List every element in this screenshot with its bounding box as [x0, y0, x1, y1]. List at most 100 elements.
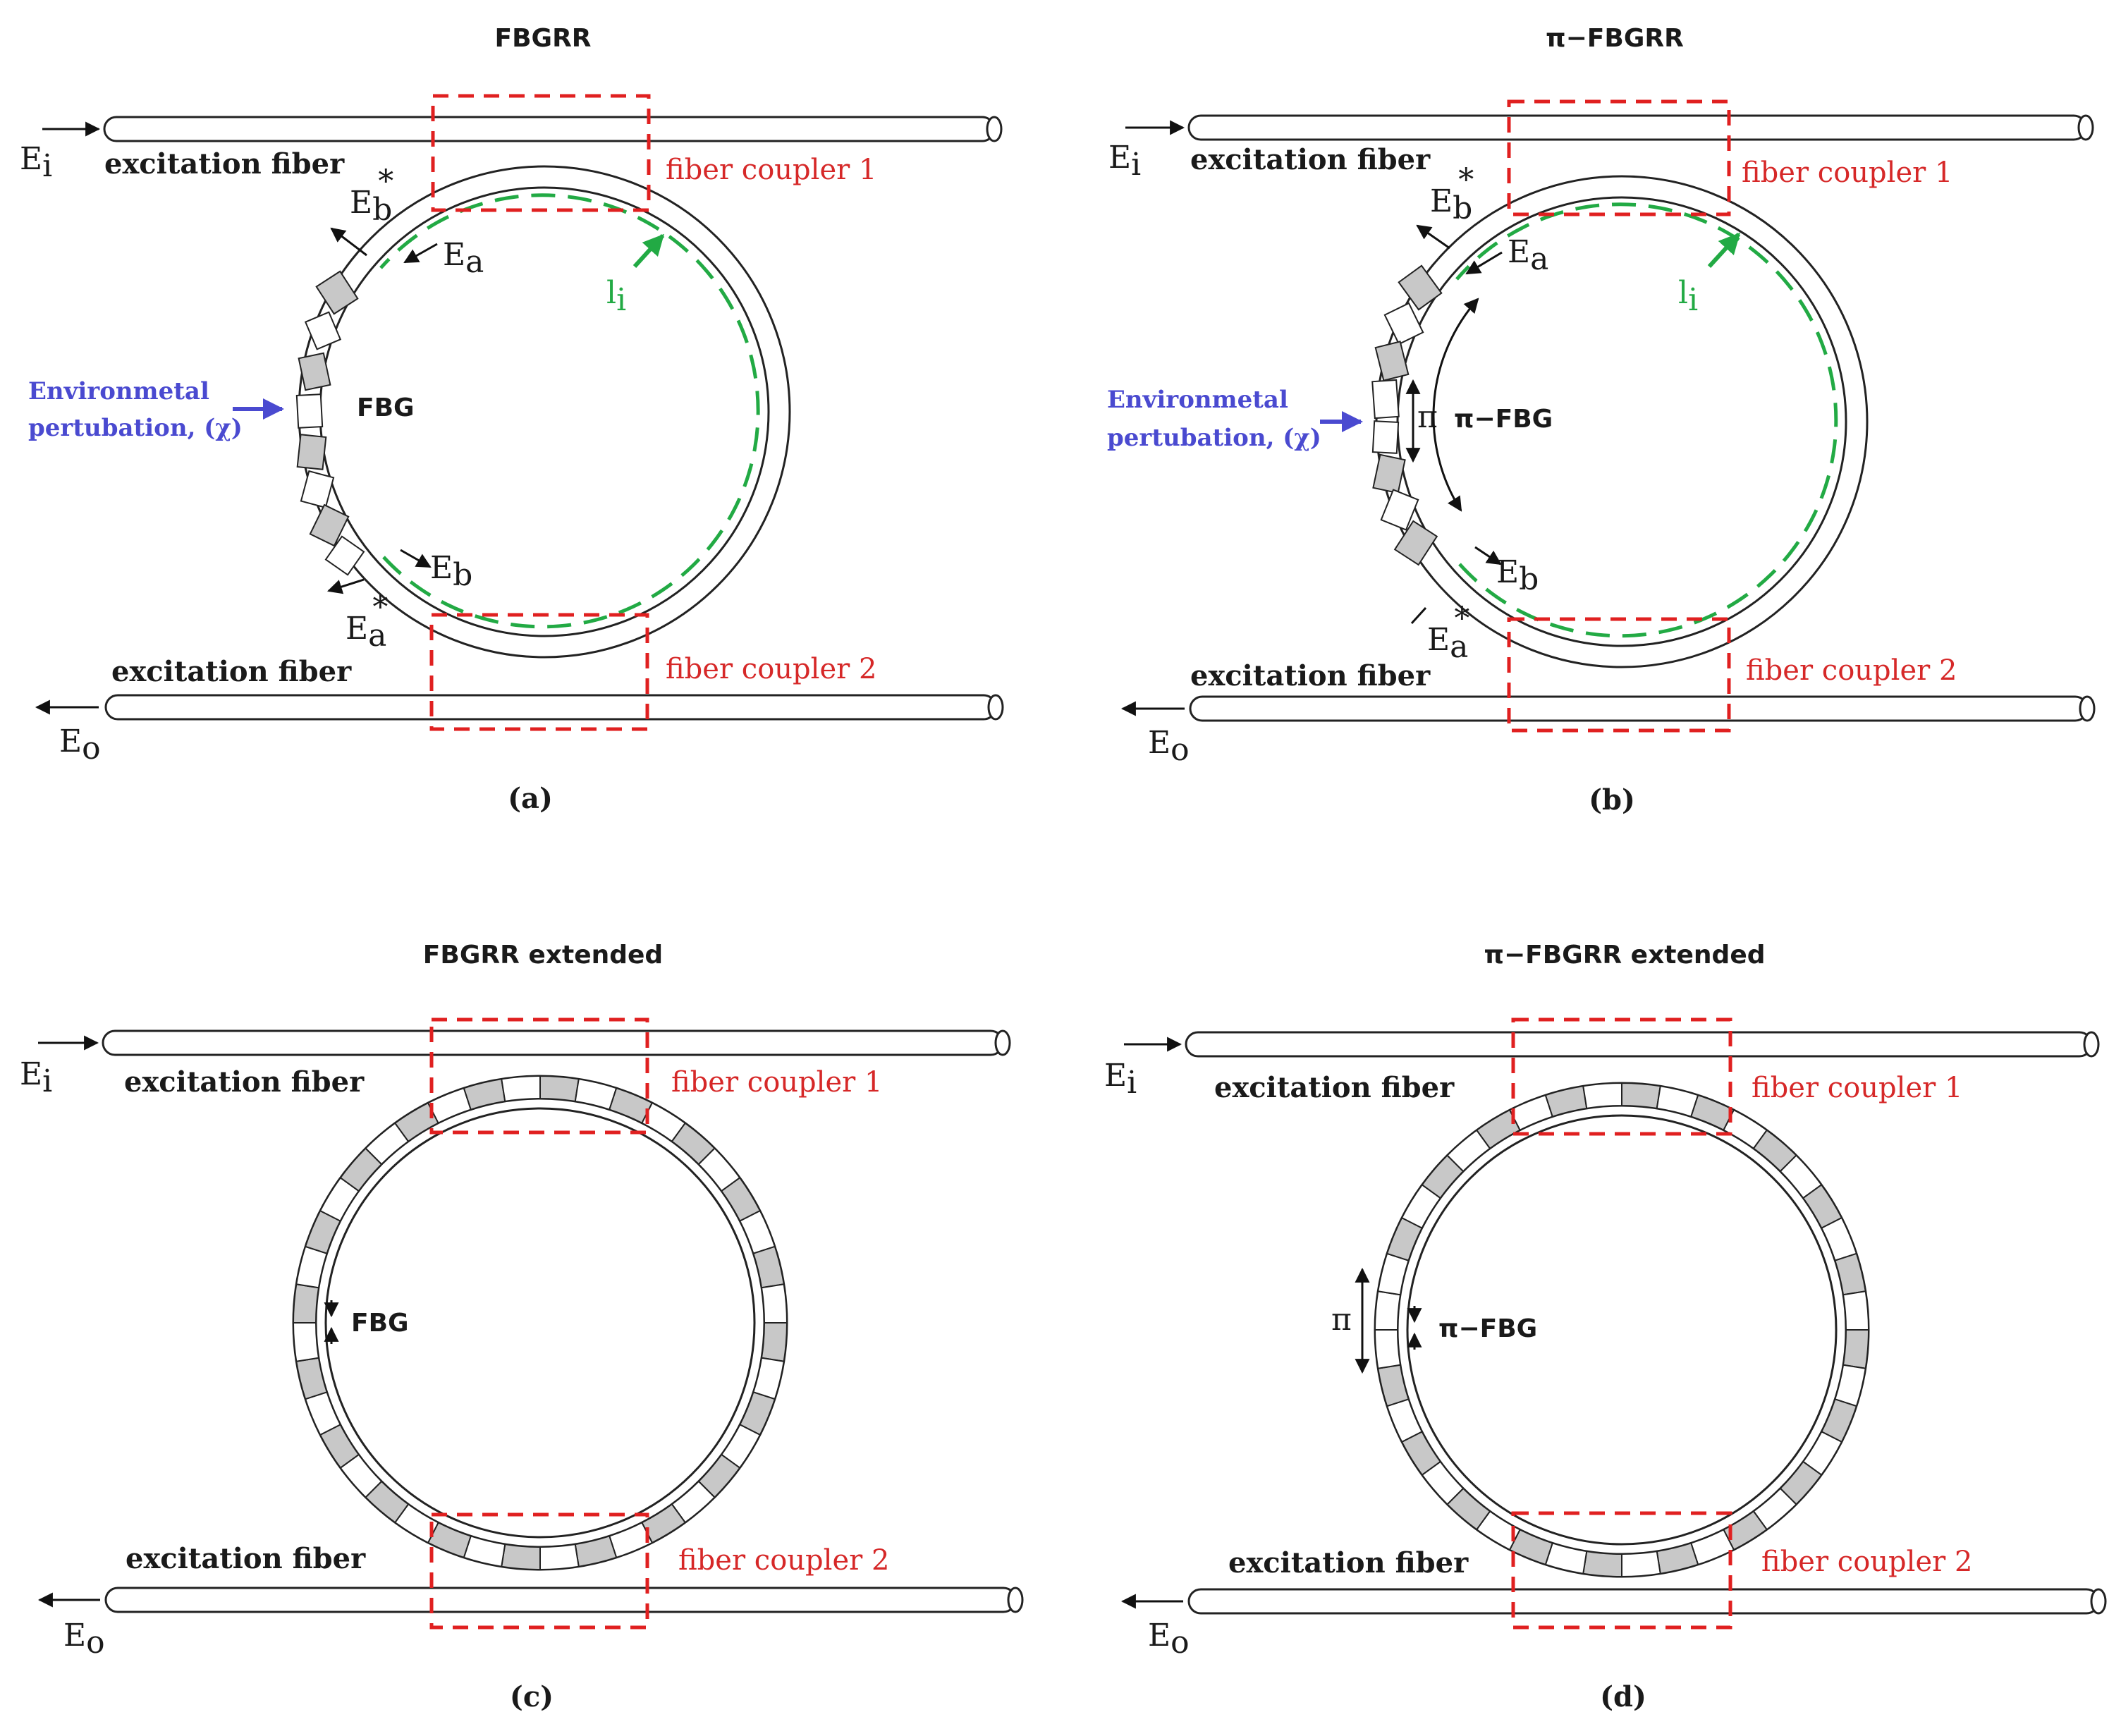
- panel-c-top-fiber-body: [102, 1029, 1004, 1056]
- grating-segment: [574, 1535, 618, 1567]
- panel-a-caption: (a): [508, 782, 553, 815]
- panel-b-bottom-fiber: [1189, 695, 2096, 722]
- panel-a-ea-star-label: Ea*: [346, 589, 388, 654]
- panel-b-eb-label: Eb: [1496, 554, 1539, 597]
- panel-a-eb-arrow: [400, 549, 432, 568]
- panel-b-eb-arrow: [1474, 546, 1502, 566]
- panel-a-eb-star-arrow: [330, 227, 367, 257]
- panel-a-output-label: Eo: [59, 723, 101, 766]
- panel-d-coupler-2-box: [1511, 1511, 1732, 1630]
- panel-a-fbg-gratings: [295, 270, 365, 576]
- panel-a-eb-star-label: Eb*: [350, 164, 393, 228]
- panel-a-top-fiber-end: [986, 116, 1003, 142]
- panel-a-input-label: Ei: [20, 141, 52, 184]
- panel-b-li-arrow: [1707, 232, 1741, 269]
- panel-c-title: FBGRR extended: [423, 941, 663, 970]
- panel-b-fbg-label: π−FBG: [1454, 405, 1553, 434]
- panel-b-ea-label: Ea: [1508, 234, 1548, 277]
- grating-segment: [1834, 1252, 1866, 1296]
- panel-b-top-fiber: [1187, 114, 2094, 141]
- grating-segment: [1621, 1082, 1661, 1110]
- panel-d-top-fiber-end: [2083, 1031, 2100, 1058]
- grating-segment: [1582, 1082, 1622, 1110]
- grating-segment: [760, 1322, 788, 1362]
- panel-a-eb-label: Eb: [430, 550, 472, 593]
- panel-c-fbg-gratings: [292, 1075, 788, 1571]
- grating-segment: [1656, 1542, 1699, 1575]
- panel-a-top-fiber: [103, 116, 1003, 142]
- panel-b-top-fiber-end: [2077, 114, 2094, 141]
- panel-b-ea-arrow: [1465, 251, 1503, 275]
- panel-b-ea-star-tick: [1410, 606, 1427, 625]
- grating-segment: [1842, 1329, 1870, 1369]
- panel-b-title: π−FBGRR: [1546, 24, 1684, 53]
- panel-d-fbg-gratings: [1374, 1082, 1870, 1578]
- panel-c-bottom-fiber-label: excitation fiber: [126, 1542, 366, 1575]
- grating-segment: [1377, 1364, 1410, 1407]
- grating-segment: [760, 1283, 788, 1324]
- grating-segment: [292, 1322, 320, 1362]
- panel-a-coupler-2-box: [429, 613, 649, 731]
- panel-c-input-label: Ei: [20, 1056, 52, 1099]
- panel-b-coupler-2-box: [1507, 617, 1731, 733]
- panel-d-pi-label: π: [1331, 1302, 1352, 1338]
- panel-b-coupler-1-box: [1507, 99, 1731, 216]
- grating-segment: [1374, 1329, 1402, 1369]
- panel-d-bottom-fiber-end: [2090, 1588, 2107, 1615]
- panel-b: π−FBGRR Ei excitation fiber Eo excitatio…: [1107, 24, 2096, 817]
- grating-segment: [1544, 1085, 1588, 1118]
- panel-c-coupler-2-label: fiber coupler 2: [678, 1544, 889, 1577]
- panel-d-ring-core: [1406, 1114, 1838, 1546]
- panel-d-top-fiber: [1185, 1031, 2100, 1058]
- panel-c-caption: (c): [510, 1680, 554, 1713]
- panel-c-coupler-1-box: [429, 1017, 649, 1135]
- grating-segment: [501, 1075, 541, 1103]
- panel-a-bottom-fiber-end: [987, 694, 1004, 721]
- panel-b-top-fiber-body: [1187, 114, 2087, 141]
- panel-a-bottom-fiber-label: excitation fiber: [111, 655, 352, 688]
- panel-c-top-fiber: [102, 1029, 1011, 1056]
- panel-a-light-path: [379, 193, 760, 629]
- panel-d-top-fiber-body: [1185, 1031, 2093, 1058]
- grating-segment: [1374, 1290, 1402, 1331]
- panel-b-bottom-fiber-label: excitation fiber: [1190, 659, 1431, 692]
- panel-d-bottom-fiber-label: excitation fiber: [1228, 1546, 1469, 1579]
- panel-c-fbg-label: FBG: [351, 1309, 409, 1338]
- panel-c-coupler-1-label: fiber coupler 1: [671, 1066, 882, 1099]
- panel-b-cavity-arrow: [1432, 298, 1479, 512]
- panel-b-bottom-fiber-end: [2079, 695, 2096, 722]
- panel-a-ea-label: Ea: [443, 237, 484, 280]
- panel-b-output-label: Eo: [1148, 725, 1190, 768]
- panel-a-env-line2: pertubation, (χ): [28, 414, 243, 442]
- panel-d-caption: (d): [1600, 1680, 1646, 1713]
- panel-d-title: π−FBGRR extended: [1484, 941, 1765, 970]
- grating-segment: [1582, 1550, 1622, 1578]
- panel-c-output-label: Eo: [63, 1618, 105, 1661]
- grating-segment: [1842, 1290, 1870, 1331]
- panel-c-ring-core: [324, 1107, 756, 1539]
- panel-b-eb-star-arrow: [1416, 224, 1450, 250]
- panel-a-coupler-2-label: fiber coupler 2: [666, 653, 876, 685]
- panel-a-env-line1: Environmetal: [28, 377, 209, 405]
- panel-b-top-fiber-label: excitation fiber: [1190, 143, 1431, 176]
- panel-b-env-line2: pertubation, (χ): [1107, 424, 1321, 452]
- panel-d: π−FBGRR extended Ei excitation fiber Eo …: [1104, 941, 2107, 1713]
- panel-d-bottom-fiber-body: [1187, 1588, 2100, 1615]
- panel-d-fbg-label: π−FBG: [1438, 1314, 1537, 1343]
- grating-segment: [463, 1078, 506, 1111]
- panel-a-top-fiber-label: excitation fiber: [104, 147, 345, 181]
- panel-a-ea-arrow: [403, 243, 438, 264]
- panel-b-light-path: [1455, 202, 1838, 638]
- panel-d-coupler-1-label: fiber coupler 1: [1752, 1072, 1962, 1104]
- panel-b-coupler-2-label: fiber coupler 2: [1746, 654, 1957, 687]
- panel-c-bottom-fiber-body: [104, 1587, 1017, 1613]
- panel-b-env-line1: Environmetal: [1107, 386, 1288, 414]
- panel-a-ea-star-arrow: [326, 578, 365, 594]
- panel-b-bottom-fiber-body: [1189, 695, 2089, 722]
- grating-segment: [1621, 1550, 1661, 1578]
- panel-b-caption: (b): [1589, 783, 1635, 817]
- panel-b-input-label: Ei: [1108, 140, 1141, 183]
- grating-segment: [295, 1357, 328, 1400]
- panel-b-li-label: li: [1678, 275, 1698, 318]
